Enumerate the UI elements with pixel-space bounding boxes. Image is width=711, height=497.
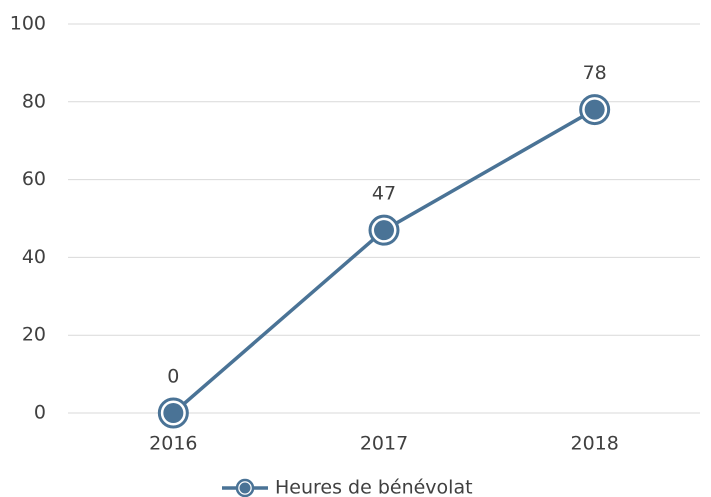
y-tick-label: 40: [22, 246, 46, 268]
y-tick-label: 60: [22, 168, 46, 190]
y-tick-label: 80: [22, 90, 46, 112]
data-label: 47: [372, 183, 396, 205]
x-tick-label: 2018: [570, 433, 618, 455]
legend-marker: [239, 482, 251, 494]
marker: [584, 99, 605, 120]
x-tick-label: 2016: [149, 433, 197, 455]
y-tick-label: 100: [10, 13, 46, 35]
marker: [374, 220, 394, 241]
legend-label: Heures de bénévolat: [275, 477, 473, 497]
data-label: 0: [167, 366, 179, 388]
marker: [163, 403, 184, 423]
x-tick-label: 2017: [360, 433, 408, 455]
y-tick-label: 20: [22, 324, 46, 346]
y-tick-label: 0: [34, 402, 46, 424]
data-label: 78: [583, 62, 607, 84]
series-line: [172, 108, 596, 415]
